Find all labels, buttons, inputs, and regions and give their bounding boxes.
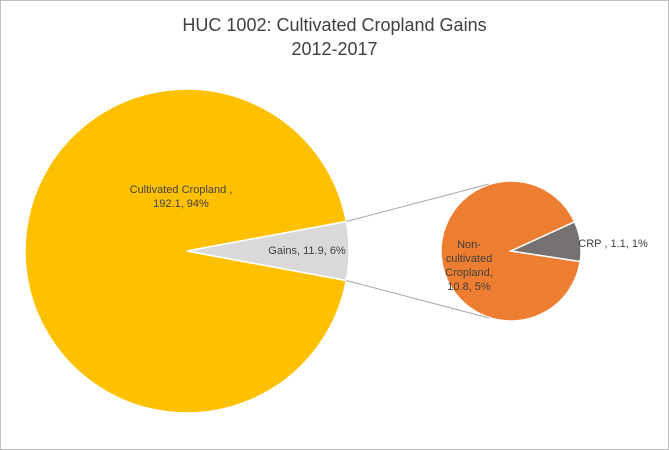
pie-slice: [508, 220, 582, 263]
data-label: CRP , 1.1, 1%: [578, 238, 648, 250]
pie-slice: [24, 88, 348, 414]
connector-line: [346, 183, 490, 222]
connector-line: [346, 280, 490, 319]
data-label: Cultivated Cropland , 192.1, 94%: [129, 184, 233, 210]
chart-subtitle: 2012-2017: [291, 39, 378, 59]
data-label: Gains, 11.9, 6%: [268, 245, 346, 257]
data-label: Non-cultivated Cropland, 10.8, 5%: [445, 239, 493, 293]
chart-title: HUC 1002: Cultivated Cropland Gains: [182, 15, 487, 35]
pie-slice: [186, 220, 350, 282]
